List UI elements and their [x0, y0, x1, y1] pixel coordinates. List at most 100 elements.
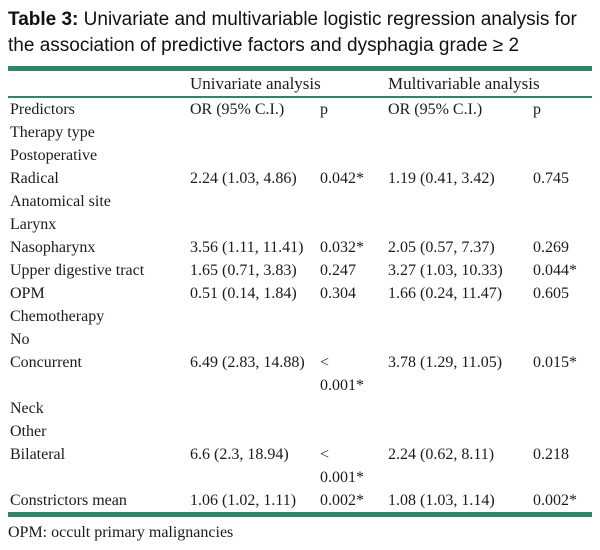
uni-p-cell: [320, 213, 388, 236]
uni-or-cell: [190, 190, 320, 213]
uni-p-column-header: p: [320, 101, 328, 118]
table-footnote: OPM: occult primary malignancies: [8, 524, 234, 541]
multi-p-cell: 0.605: [533, 285, 570, 302]
table-row: Chemotherapy: [8, 305, 592, 328]
uni-or-cell: 2.24 (1.03, 4.86): [190, 170, 297, 187]
multi-p-cell: [533, 328, 592, 351]
multi-or-cell: [388, 305, 533, 328]
multi-or-cell: [388, 328, 533, 351]
group-header-spacer: [8, 66, 190, 98]
table-body: Predictors OR (95% C.I.) p OR (95% C.I.)…: [8, 97, 593, 517]
multi-or-cell: 1.08 (1.03, 1.14): [388, 489, 534, 517]
table-row: Anatomical site: [8, 190, 592, 213]
multi-or-cell: [388, 121, 533, 144]
uni-p-cell: 0.042*: [320, 170, 364, 187]
multi-p-cell: [533, 420, 592, 443]
row-label: Concurrent: [10, 354, 82, 371]
multi-p-cell: 0.002*: [533, 489, 593, 517]
row-label: Postoperative: [10, 147, 98, 164]
univariate-analysis-header: Univariate analysis: [190, 66, 389, 98]
uni-or-cell: [190, 144, 320, 167]
uni-or-cell: 6.6 (2.3, 18.94): [190, 446, 289, 463]
row-label: Upper digestive tract: [10, 262, 145, 279]
multi-p-cell: [533, 213, 592, 236]
row-label: Bilateral: [10, 446, 66, 463]
row-label: OPM: [10, 285, 45, 302]
row-label: Other: [10, 423, 47, 440]
regression-table: Univariate analysis Multivariable analys…: [8, 66, 593, 517]
multi-or-cell: [388, 213, 533, 236]
uni-p-cell: 0.002*: [320, 489, 389, 517]
uni-or-cell: [190, 213, 320, 236]
uni-or-cell: [190, 121, 320, 144]
uni-p-cell: 0.304: [320, 285, 356, 302]
multi-or-cell: [388, 420, 533, 443]
multi-or-cell: 1.19 (0.41, 3.42): [388, 170, 495, 187]
multivariable-analysis-header: Multivariable analysis: [388, 66, 593, 98]
uni-p-cell: [320, 144, 388, 167]
multi-p-column-header: p: [533, 101, 542, 118]
analysis-group-header-row: Univariate analysis Multivariable analys…: [8, 66, 593, 98]
row-label: Nasopharynx: [10, 239, 96, 256]
multi-or-cell: 2.05 (0.57, 7.37): [388, 239, 495, 256]
row-label: Therapy type: [10, 124, 95, 141]
row-label: No: [10, 331, 30, 348]
multi-or-column-header: OR (95% C.I.): [388, 101, 483, 118]
multi-or-cell: [388, 190, 533, 213]
table-row: Upper digestive tract 1.65 (0.71, 3.83) 0.…: [8, 259, 592, 282]
uni-p-cell: [320, 397, 388, 420]
table-row: Concurrent 6.49 (2.83, 14.88) < 0.001* 3.78…: [8, 351, 592, 397]
multi-p-cell: [533, 121, 592, 144]
multi-or-cell: 3.78 (1.29, 11.05): [388, 354, 503, 371]
uni-or-cell: [190, 397, 320, 420]
table-row: OPM 0.51 (0.14, 1.84) 0.304 1.66 (0.24, 11.…: [8, 282, 592, 305]
uni-or-column-header: OR (95% C.I.): [190, 101, 285, 118]
uni-or-cell: 1.65 (0.71, 3.83): [190, 262, 297, 279]
table-row: Therapy type: [8, 121, 592, 144]
multi-or-cell: [388, 144, 533, 167]
multi-or-cell: 1.66 (0.24, 11.47): [388, 285, 503, 302]
table-title: Table 3: Univariate and multivariable lo…: [8, 7, 590, 59]
multi-or-cell: 2.24 (0.62, 8.11): [388, 446, 495, 463]
uni-p-cell: < 0.001*: [320, 446, 364, 486]
multi-p-cell: [533, 144, 592, 167]
table-row: Other: [8, 420, 592, 443]
table-row: Bilateral 6.6 (2.3, 18.94) < 0.001* 2.24 (0…: [8, 443, 592, 489]
uni-p-cell: < 0.001*: [320, 354, 364, 394]
table-title-number: Table 3:: [8, 9, 79, 30]
uni-p-cell: 0.247: [320, 262, 356, 279]
multi-p-cell: [533, 305, 592, 328]
uni-or-cell: [190, 305, 320, 328]
uni-or-cell: 3.56 (1.11, 11.41): [190, 239, 304, 256]
multi-or-cell: [388, 397, 533, 420]
uni-p-cell: 0.032*: [320, 239, 364, 256]
column-header-row: Predictors OR (95% C.I.) p OR (95% C.I.)…: [8, 97, 592, 121]
uni-or-cell: [190, 328, 320, 351]
uni-p-cell: [320, 328, 388, 351]
multi-p-cell: 0.269: [533, 239, 570, 256]
table-row: Postoperative: [8, 144, 592, 167]
row-label: Anatomical site: [10, 193, 111, 210]
uni-or-cell: 0.51 (0.14, 1.84): [190, 285, 297, 302]
row-label: Radical: [10, 170, 59, 187]
uni-or-cell: [190, 420, 320, 443]
uni-p-cell: [320, 420, 388, 443]
table-row: Larynx: [8, 213, 592, 236]
multi-p-cell: [533, 397, 592, 420]
table-row: No: [8, 328, 592, 351]
table-row: Radical 2.24 (1.03, 4.86) 0.042* 1.19 (0.41…: [8, 167, 592, 190]
multi-p-cell: 0.745: [533, 170, 570, 187]
table-row: Nasopharynx 3.56 (1.11, 11.41) 0.032* 2.05 …: [8, 236, 592, 259]
uni-p-cell: [320, 121, 388, 144]
uni-p-cell: [320, 190, 388, 213]
row-label: Neck: [10, 400, 44, 417]
table-row: Neck: [8, 397, 592, 420]
multi-p-cell: 0.218: [533, 446, 570, 463]
uni-p-cell: [320, 305, 388, 328]
table-row: Constrictors mean 1.06 (1.02, 1.11) 0.002*…: [8, 489, 593, 517]
row-label: Larynx: [10, 216, 57, 233]
multi-p-cell: 0.015*: [533, 354, 578, 371]
uni-or-cell: 6.49 (2.83, 14.88): [190, 354, 305, 371]
multi-p-cell: 0.044*: [533, 262, 578, 279]
predictors-column-header: Predictors: [10, 101, 75, 118]
